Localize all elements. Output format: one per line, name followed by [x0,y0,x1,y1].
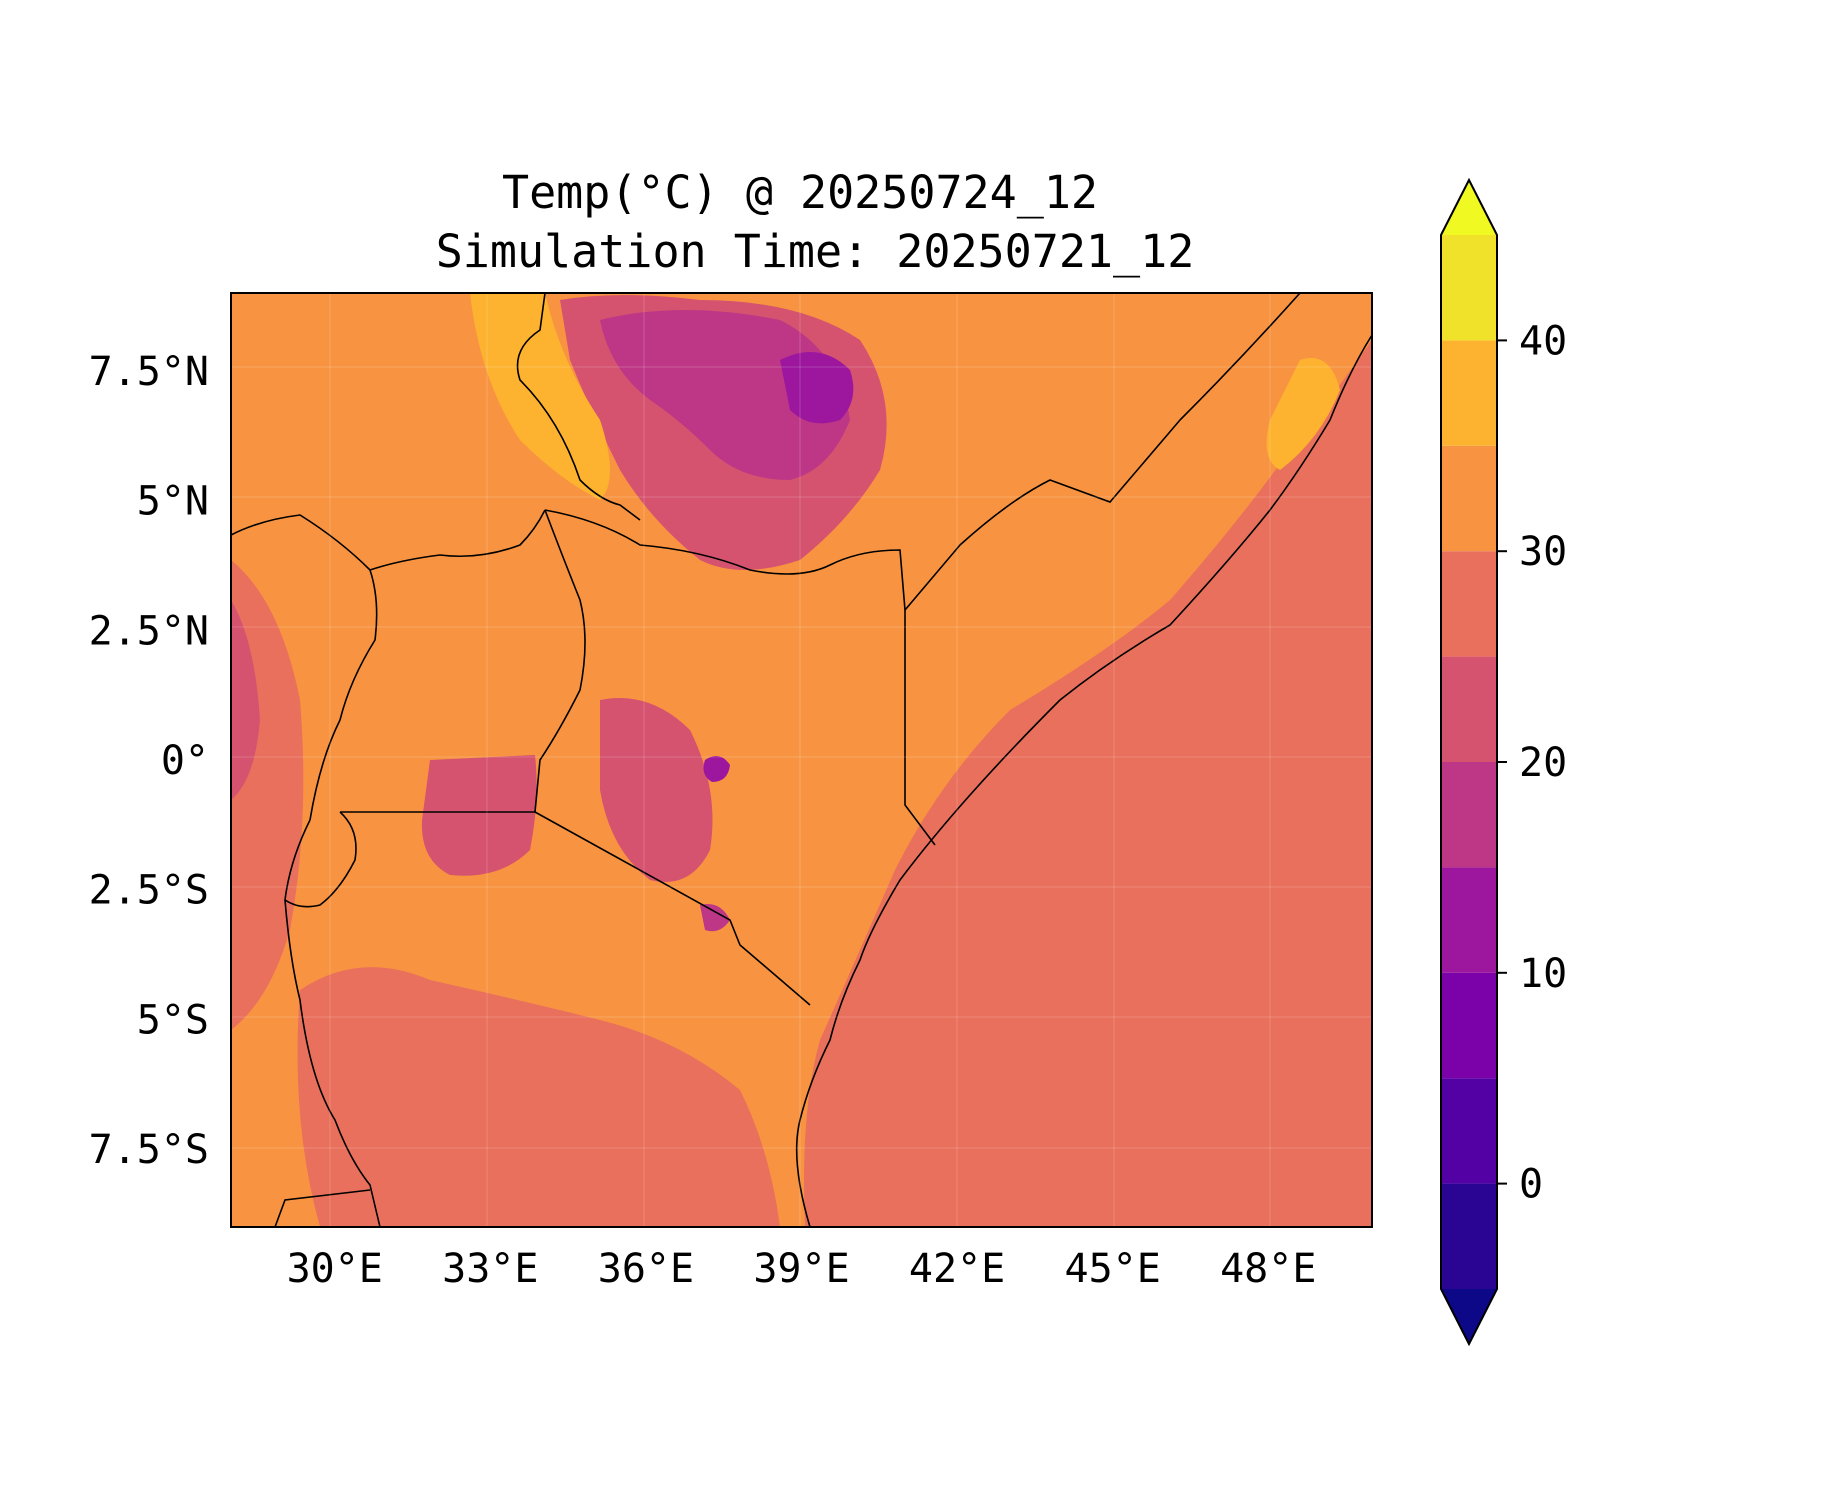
x-tick-label: 33°E [442,1246,538,1292]
kenya-highlands-peak [703,756,730,782]
uganda-north-border [231,509,546,571]
temperature-map [231,293,1372,1227]
kilimanjaro-zone [700,904,730,932]
colorbar-tick-label: 10 [1519,951,1567,997]
x-tick-label: 48°E [1220,1246,1316,1292]
kenya-highlands [600,698,713,882]
colorbar-tick-label: 20 [1519,740,1567,786]
ethiopian-highlands-core [600,310,850,480]
colorbar-bin [1441,340,1497,446]
colorbar-bin [1441,445,1497,552]
colorbar-extend-min [1441,1289,1497,1344]
title-line-1: Temp(°C) @ 20250724_12 [502,166,1098,219]
gridlines [231,293,1372,1227]
lake-victoria-zone [421,755,537,876]
x-tick-label: 30°E [287,1246,383,1292]
y-tick-label: 5°S [137,997,209,1043]
y-tick-label: 5°N [137,479,209,525]
y-tick-label: 0° [161,738,209,784]
tanzania-west-border [284,899,381,1227]
x-tick-label: 39°E [753,1246,849,1292]
y-tick-label: 7.5°N [89,349,209,395]
kenya-somalia-border [904,610,936,846]
colorbar-bin [1441,1183,1497,1289]
somali-coast-hot [1266,358,1340,470]
y-tick-label: 2.5°N [89,608,209,654]
x-tick-label: 36°E [598,1246,694,1292]
x-tick-label: 45°E [1065,1246,1161,1292]
colorbar-outline [1440,177,1498,1347]
zambia-malawi-border [274,1189,371,1227]
uganda-kenya-border [534,509,586,813]
western-rift-zone [231,600,260,800]
colorbar: 0 10 20 30 40 [1440,177,1567,1347]
colorbar-bin [1441,762,1497,868]
colorbar-tick-label: 30 [1519,529,1567,575]
y-tick-label: 7.5°S [89,1127,209,1173]
x-tick-label: 42°E [909,1246,1005,1292]
colorbar-tick-label: 40 [1519,318,1567,364]
y-axis-ticks: 7.5°N 5°N 2.5°N 0° 2.5°S 5°S 7.5°S [89,349,209,1173]
x-axis-ticks: 30°E 33°E 36°E 39°E 42°E 45°E 48°E [287,1246,1317,1292]
colorbar-bin [1441,1078,1497,1184]
country-borders [231,293,1372,1227]
colorbar-bin [1441,972,1497,1079]
colorbar-bin [1441,656,1497,762]
colorbar-tick-label: 0 [1519,1162,1543,1208]
ethiopia-somalia-border [904,293,1301,611]
uganda-west-border [309,569,378,821]
rwanda-burundi-border [284,811,357,908]
kenya-tanzania-border [534,811,811,1006]
colorbar-bin [1441,235,1497,341]
colorbar-bin [1441,867,1497,973]
cool-region-tanzania [297,967,780,1227]
sudan-lowlands-hot [470,293,610,500]
colorbar-extend-max [1441,180,1497,235]
warm-region-north [231,293,1372,1227]
map-frame [230,292,1373,1228]
title-line-2: Simulation Time: 20250721_12 [436,225,1195,278]
sudan-ethiopia-border [516,293,641,521]
ethiopia-kenya-border [544,509,906,611]
coastline [795,334,1372,1227]
y-tick-label: 2.5°S [89,868,209,914]
colorbar-bin [1441,551,1497,657]
ethiopian-highlands-peak [780,352,854,424]
